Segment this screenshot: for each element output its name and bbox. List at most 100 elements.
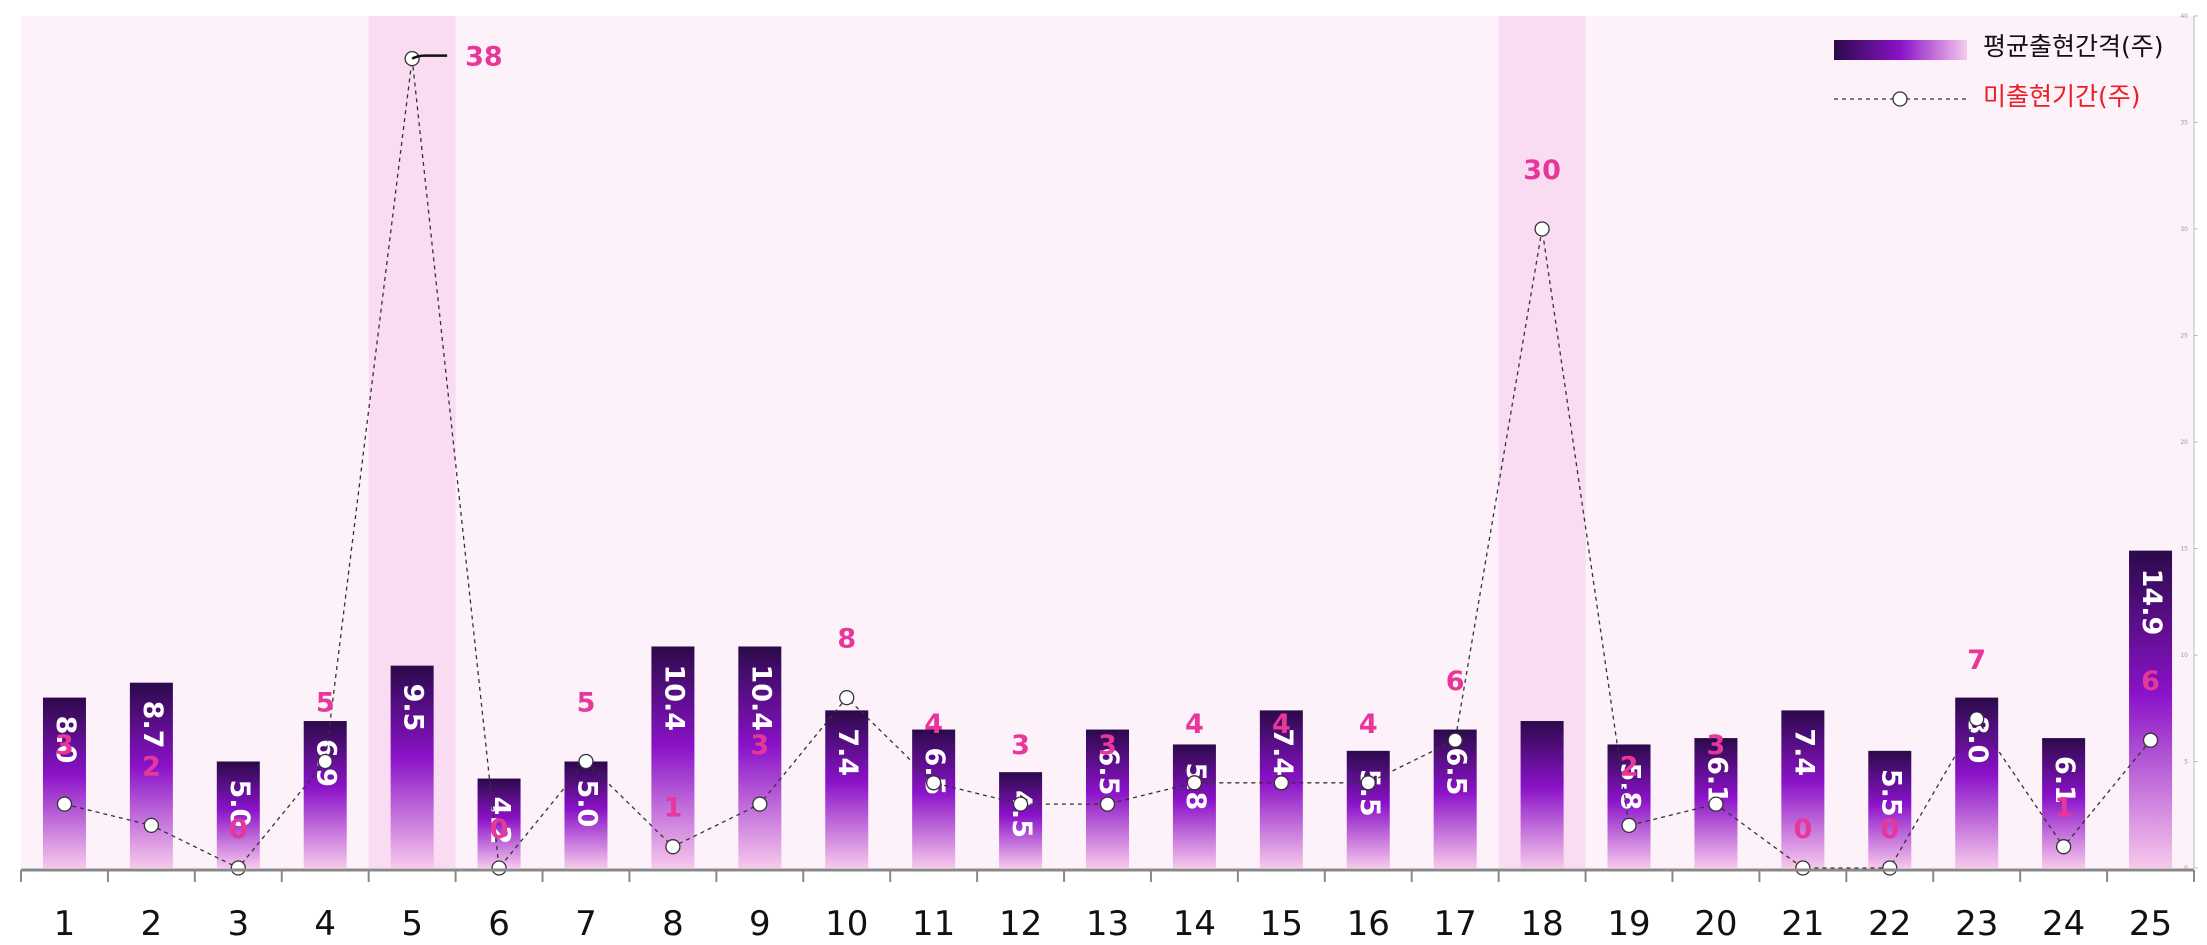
bar-value-label: 5.5 — [1875, 769, 1906, 817]
bar-value-label: 6.1 — [1701, 756, 1732, 804]
legend-label-bar: 평균출현간격(주) — [1983, 32, 2164, 61]
bar-value-label: 8.0 — [50, 716, 81, 764]
y-tick-label: 40 — [2180, 13, 2188, 20]
x-tick-label-4: 4 — [314, 904, 336, 944]
x-tick-label-10: 10 — [825, 904, 868, 944]
line-point-9 — [752, 796, 768, 812]
bar-10 — [825, 710, 869, 868]
line-point-4 — [317, 753, 333, 770]
line-value-label: 0 — [1793, 814, 1812, 845]
x-tick-label-7: 7 — [575, 904, 597, 944]
line-value-label: 1 — [664, 793, 683, 824]
x-tick-label-25: 25 — [2129, 904, 2172, 944]
x-tick-label-11: 11 — [912, 904, 955, 944]
bar-value-label: 5.0 — [224, 780, 255, 828]
legend-label-line: 미출현기간(주) — [1983, 82, 2141, 111]
x-tick-label-5: 5 — [401, 904, 423, 944]
line-point-3 — [230, 860, 246, 876]
bar-2 — [129, 682, 173, 868]
x-tick-label-24: 24 — [2042, 904, 2085, 944]
line-point-12 — [1012, 796, 1029, 812]
line-value-label: 3 — [750, 730, 769, 761]
line-point-19 — [1621, 817, 1637, 834]
line-value-label: 4 — [1185, 709, 1204, 740]
legend-swatch-bar — [1834, 40, 1967, 60]
line-point-7 — [578, 753, 594, 770]
x-tick-label-6: 6 — [488, 904, 510, 944]
y-tick-label: 35 — [2180, 120, 2188, 127]
line-value-label: 0 — [490, 814, 509, 845]
line-value-label: 5 — [316, 688, 335, 719]
line-value-label: 1 — [2054, 793, 2073, 824]
y-tick-label: 20 — [2180, 439, 2188, 446]
line-value-label: 3 — [1098, 730, 1117, 761]
bar-value-label: 10.4 — [745, 664, 776, 731]
x-tick-label-1: 1 — [54, 904, 76, 944]
line-point-2 — [143, 817, 160, 834]
line-point-24 — [2055, 839, 2072, 855]
bar-18 — [1520, 721, 1564, 868]
bar-value-label: 5.8 — [1615, 762, 1646, 810]
bar-11 — [912, 729, 956, 868]
line-value-label: 8 — [837, 624, 856, 655]
line-value-label: 4 — [1272, 709, 1291, 740]
bar-12 — [999, 772, 1043, 868]
y-tick-label: 10 — [2180, 652, 2188, 659]
line-point-22 — [1882, 860, 1898, 876]
bar-5 — [390, 665, 434, 868]
x-tick-label-9: 9 — [749, 904, 771, 944]
y-tick-label: 5 — [2184, 759, 2188, 766]
bar-value-label: 6.5 — [1441, 748, 1472, 796]
line-point-6 — [491, 860, 507, 876]
y-tick-label: 30 — [2180, 226, 2188, 233]
line-point-1 — [56, 796, 73, 812]
x-tick-label-2: 2 — [141, 904, 163, 944]
x-tick-label-3: 3 — [227, 904, 249, 944]
x-tick-label-12: 12 — [999, 904, 1042, 944]
x-tick-label-18: 18 — [1520, 904, 1563, 944]
line-value-label: 3 — [55, 730, 74, 761]
bar-8 — [651, 646, 695, 868]
bar-value-label: 7.4 — [1267, 728, 1298, 776]
x-tick-label-22: 22 — [1868, 904, 1911, 944]
line-value-label: 6 — [2141, 666, 2160, 697]
line-value-label: 38 — [465, 42, 503, 73]
x-tick-label-13: 13 — [1086, 904, 1129, 944]
bar-value-label: 7.4 — [1788, 728, 1819, 776]
line-point-17 — [1447, 732, 1463, 748]
line-value-label: 5 — [577, 688, 596, 719]
x-tick-label-19: 19 — [1607, 904, 1650, 944]
x-tick-label-14: 14 — [1173, 904, 1216, 944]
line-value-label: 7 — [1967, 645, 1986, 676]
y-tick-label: 15 — [2180, 546, 2188, 553]
bar-value-label: 9.5 — [398, 684, 429, 732]
bar-value-label: 6.5 — [1093, 748, 1124, 796]
bar-1 — [42, 697, 86, 868]
line-value-label: 3 — [1011, 730, 1030, 761]
line-point-25 — [2142, 732, 2159, 748]
line-point-21 — [1795, 860, 1811, 876]
bar-value-label: 5.0 — [571, 780, 602, 828]
line-value-label: 0 — [1880, 814, 1899, 845]
legend: 평균출현간격(주) 미출현기간(주) — [1834, 32, 2164, 111]
line-point-13 — [1099, 796, 1116, 812]
y-tick-label: 25 — [2180, 333, 2188, 340]
line-point-8 — [665, 839, 681, 855]
line-value-label: 4 — [924, 709, 943, 740]
bar-value-label: 4.2 — [485, 797, 516, 845]
legend-swatch-marker — [1892, 91, 1908, 107]
x-tick-label-8: 8 — [662, 904, 684, 944]
line-point-10 — [839, 689, 855, 706]
bar-6 — [477, 778, 521, 868]
line-value-label: 3 — [1707, 730, 1726, 761]
line-value-label: 2 — [1620, 751, 1639, 782]
line-value-label: 0 — [229, 814, 248, 845]
bar-value-label: 6.1 — [2049, 756, 2080, 804]
bar-value-label: 8.7 — [137, 701, 168, 749]
x-tick-label-21: 21 — [1781, 904, 1824, 944]
bar-9 — [738, 646, 782, 868]
line-value-label: 4 — [1359, 709, 1378, 740]
bar-14 — [1172, 744, 1216, 868]
line-point-20 — [1708, 796, 1724, 812]
bar-4 — [303, 721, 347, 868]
